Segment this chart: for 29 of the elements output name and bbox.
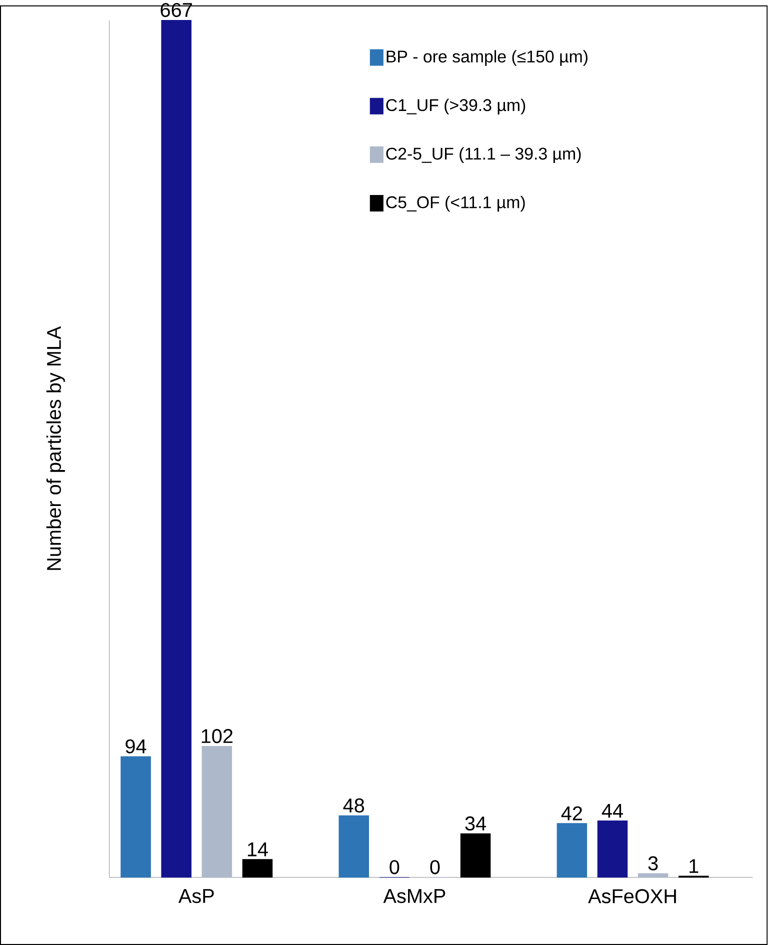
- data-label: 44: [602, 804, 624, 818]
- data-label: 3: [648, 856, 658, 870]
- legend-label: C1_UF (>39.3 µm): [386, 98, 526, 114]
- bar: [556, 823, 588, 878]
- data-label: 42: [562, 806, 582, 820]
- bar: [460, 833, 491, 878]
- bar: [338, 815, 370, 878]
- data-label: 0: [390, 860, 400, 874]
- bar: [120, 756, 152, 878]
- bar: [638, 873, 668, 878]
- legend-label: C5_OF (<11.1 µm): [386, 196, 525, 212]
- data-label: 1: [690, 859, 698, 873]
- data-label: 14: [248, 842, 268, 856]
- x-tick-label: AsFeOXH: [588, 889, 676, 904]
- bar: [598, 820, 628, 878]
- bar: [202, 746, 232, 878]
- data-label: 102: [202, 729, 233, 744]
- data-label: 48: [343, 798, 364, 813]
- legend-label: C2-5_UF (11.1 – 39.3 µm): [386, 147, 581, 164]
- x-tick-label: AsP: [178, 889, 214, 904]
- y-axis-title: Number of particles by MLA: [46, 326, 66, 570]
- data-label: 94: [126, 739, 146, 754]
- data-label: 667: [160, 2, 192, 18]
- legend-label: BP - ore sample (≤150 µm): [386, 50, 588, 66]
- bar: [242, 859, 273, 878]
- bar: [161, 20, 192, 878]
- data-label: 34: [465, 816, 486, 831]
- data-label: 0: [430, 860, 440, 874]
- x-tick-label: AsMxP: [383, 889, 446, 904]
